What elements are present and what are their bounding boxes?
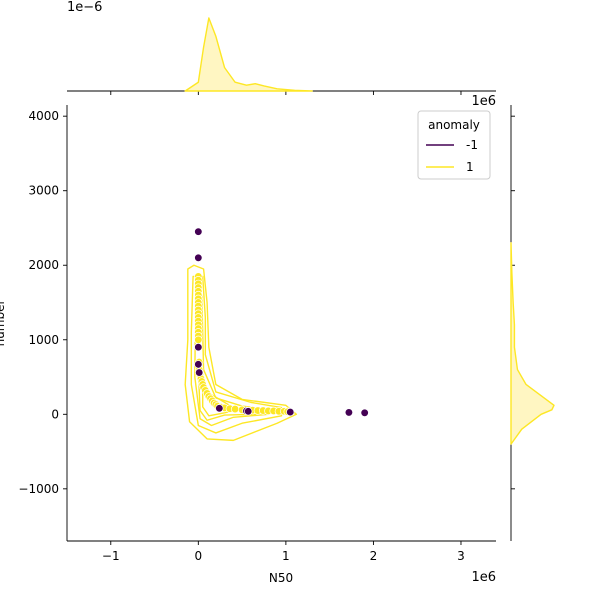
y-tick-label: 1000 (28, 333, 59, 347)
x-tick-label: 2 (370, 549, 378, 563)
right-marginal-kde-curve (510, 242, 555, 445)
top-marginal-kde-curve (184, 17, 313, 92)
point-anomaly-neg (194, 360, 203, 369)
scatter-points (194, 227, 369, 417)
joint-axis: −1 0 1 2 3 −1000 0 1000 2000 3000 4000 N50 number… (0, 105, 496, 585)
x-exponent-label: 1e6 (471, 570, 496, 585)
point-anomaly-neg (215, 404, 224, 413)
right-marginal-axis: 1e6 (471, 94, 555, 541)
x-axis-label: N50 (269, 571, 293, 585)
legend-label-pos: 1 (466, 160, 474, 174)
top-marginal-exponent-label: 1e−6 (67, 0, 102, 15)
point-anomaly-neg (286, 407, 295, 417)
y-axis-ticks: −1000 0 1000 2000 3000 4000 (18, 109, 67, 496)
x-tick-label: 3 (457, 549, 465, 563)
x-axis-ticks: −1 0 1 2 3 (102, 541, 465, 563)
y-tick-label: −1000 (18, 482, 59, 496)
y-axis-label: number (0, 300, 7, 347)
point-anomaly-neg (244, 407, 253, 416)
point-anomaly-pos (230, 404, 240, 414)
y-tick-label: 4000 (28, 109, 59, 123)
x-tick-label: 0 (195, 549, 203, 563)
point-anomaly-neg (194, 227, 203, 236)
y-tick-label: 3000 (28, 184, 59, 198)
top-marginal-axis: 1e−6 (67, 0, 496, 95)
legend-title: anomaly (428, 118, 480, 132)
legend: anomaly -1 1 (417, 110, 491, 180)
point-anomaly-neg (194, 343, 203, 352)
point-anomaly-neg (195, 368, 204, 377)
point-anomaly-neg (360, 408, 369, 417)
point-anomaly-pos (194, 335, 203, 344)
point-anomaly-neg (194, 253, 203, 262)
point-anomaly-neg (344, 408, 354, 417)
y-tick-label: 2000 (28, 258, 59, 272)
legend-label-neg: -1 (466, 138, 478, 152)
kde-contour-line (197, 368, 261, 421)
y-exponent-label: 1e6 (471, 94, 496, 109)
y-tick-label: 0 (51, 407, 59, 421)
x-tick-label: −1 (102, 549, 120, 563)
x-tick-label: 1 (282, 549, 290, 563)
